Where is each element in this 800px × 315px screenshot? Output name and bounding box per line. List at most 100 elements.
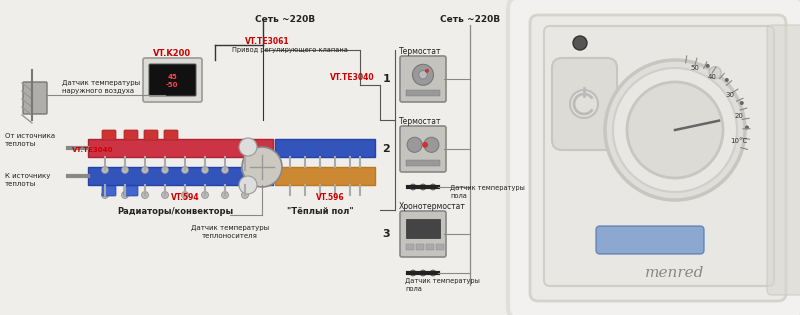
Circle shape [605,60,745,200]
Text: VT.TE3061: VT.TE3061 [245,37,290,46]
Text: Хронотермостат: Хронотермостат [399,202,466,211]
FancyBboxPatch shape [544,26,774,286]
FancyBboxPatch shape [767,25,800,295]
Text: VT.596: VT.596 [316,193,344,202]
Circle shape [420,184,426,190]
Circle shape [422,142,428,148]
Circle shape [570,90,598,118]
Circle shape [573,36,587,50]
Circle shape [410,184,416,190]
Text: К источнику
теплоты: К источнику теплоты [5,173,50,187]
Text: menred: menred [646,266,705,280]
Text: Датчик температуры
наружного воздуха: Датчик температуры наружного воздуха [62,80,140,94]
Text: Датчик температуры
пола: Датчик температуры пола [450,185,525,199]
FancyBboxPatch shape [143,58,202,102]
FancyBboxPatch shape [23,82,47,114]
Text: 3: 3 [382,229,390,239]
Bar [275,167,375,185]
Circle shape [613,68,737,192]
Circle shape [420,270,426,276]
Circle shape [202,192,209,198]
FancyBboxPatch shape [530,15,786,301]
FancyBboxPatch shape [400,211,446,257]
Circle shape [424,137,439,152]
FancyBboxPatch shape [400,126,446,172]
Circle shape [162,167,169,174]
Circle shape [239,176,257,194]
Circle shape [430,184,436,190]
Text: VT.TE3040: VT.TE3040 [72,147,114,153]
Bar [275,139,375,157]
Text: Сеть ~220В: Сеть ~220В [255,15,315,24]
Circle shape [425,69,429,73]
Text: Датчик температуры
теплоносителя: Датчик температуры теплоносителя [191,225,269,239]
Text: Сеть ~220В: Сеть ~220В [440,15,500,24]
Bar [416,244,424,250]
Circle shape [182,167,189,174]
Text: 40: 40 [708,74,717,80]
Circle shape [239,138,257,156]
Circle shape [242,147,282,187]
Circle shape [182,192,189,198]
FancyBboxPatch shape [149,64,196,96]
FancyBboxPatch shape [144,130,158,140]
Text: Датчик температуры
пола: Датчик температуры пола [405,278,480,292]
FancyBboxPatch shape [124,186,138,196]
Text: 30: 30 [725,92,734,98]
Bar [406,90,440,96]
Circle shape [122,167,129,174]
Bar [88,139,273,157]
Circle shape [706,64,710,68]
Text: 1: 1 [382,74,390,84]
Text: -50: -50 [166,82,178,88]
FancyBboxPatch shape [508,0,800,315]
Circle shape [162,192,169,198]
Text: 45: 45 [167,74,177,80]
Circle shape [142,167,149,174]
Text: От источника
теплоты: От источника теплоты [5,133,55,147]
Circle shape [627,82,723,178]
Circle shape [709,67,721,79]
Text: 2: 2 [382,144,390,154]
Bar [436,244,444,250]
FancyBboxPatch shape [400,56,446,102]
Circle shape [222,192,229,198]
Bar [426,244,434,250]
Text: "Тёплый пол": "Тёплый пол" [286,207,354,216]
FancyBboxPatch shape [596,226,704,254]
Text: VT.K200: VT.K200 [153,49,191,58]
FancyBboxPatch shape [552,58,617,150]
Bar [88,167,273,185]
FancyBboxPatch shape [102,130,116,140]
Text: Термостат: Термостат [399,117,442,126]
Circle shape [413,64,434,85]
Circle shape [142,192,149,198]
Text: 50: 50 [690,65,699,71]
Text: Радиаторы/конвекторы: Радиаторы/конвекторы [117,207,233,216]
FancyBboxPatch shape [164,130,178,140]
Text: VT.594: VT.594 [170,193,199,202]
Circle shape [430,270,436,276]
Circle shape [102,167,109,174]
Circle shape [740,101,744,105]
FancyBboxPatch shape [124,130,138,140]
Circle shape [242,192,249,198]
FancyBboxPatch shape [102,186,116,196]
Text: Привод регулирующего клапана: Привод регулирующего клапана [232,47,348,53]
Bar [406,160,440,166]
Circle shape [222,167,229,174]
Text: VT.TE3040: VT.TE3040 [330,73,374,82]
Circle shape [242,167,249,174]
Circle shape [102,192,109,198]
Text: 20: 20 [734,113,743,119]
Circle shape [202,167,209,174]
Circle shape [725,78,729,82]
Circle shape [745,125,749,129]
Circle shape [410,270,416,276]
Circle shape [122,192,129,198]
Text: 10°C: 10°C [730,138,748,144]
Bar [406,244,414,250]
Bar [406,219,440,238]
Text: Термостат: Термостат [399,47,442,56]
Circle shape [407,137,422,152]
